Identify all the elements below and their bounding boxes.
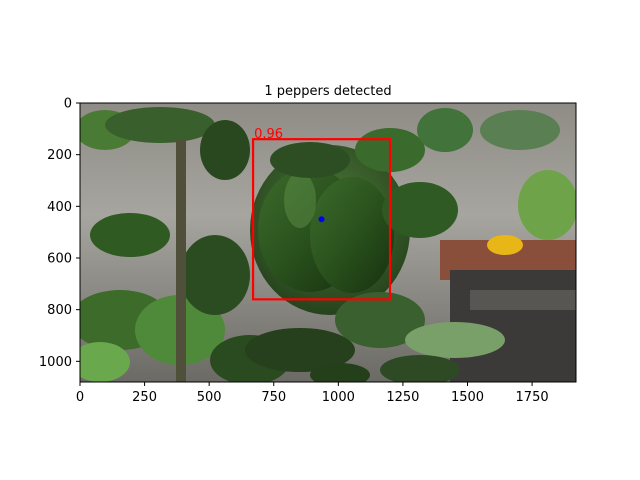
x-tick-label: 1500 <box>451 390 484 405</box>
axes-frame <box>79 102 577 383</box>
x-tick-label: 1250 <box>386 390 419 405</box>
x-tick-label: 1000 <box>322 390 355 405</box>
y-tick-label: 800 <box>47 303 72 318</box>
y-tick-label: 400 <box>47 200 72 215</box>
x-axis: 0 250 500 750 1000 1250 1500 1750 <box>76 382 549 405</box>
x-tick-label: 750 <box>261 390 286 405</box>
x-tick-label: 1750 <box>516 390 549 405</box>
detections-layer: 0.96 <box>251 127 392 301</box>
y-tick-label: 200 <box>47 148 72 163</box>
y-tick-label: 0 <box>64 97 72 112</box>
detection-score-label: 0.96 <box>254 127 283 142</box>
x-tick-label: 0 <box>76 390 84 405</box>
chart-title: 1 peppers detected <box>264 84 391 99</box>
y-tick-label: 600 <box>47 252 72 267</box>
photo-background <box>80 103 576 382</box>
detection-box <box>251 138 392 301</box>
x-tick-label: 250 <box>132 390 157 405</box>
y-tick-label: 1000 <box>39 355 72 370</box>
detection-center-point <box>318 216 325 223</box>
x-tick-label: 500 <box>197 390 222 405</box>
y-axis: 0 200 400 600 800 1000 <box>39 97 80 370</box>
